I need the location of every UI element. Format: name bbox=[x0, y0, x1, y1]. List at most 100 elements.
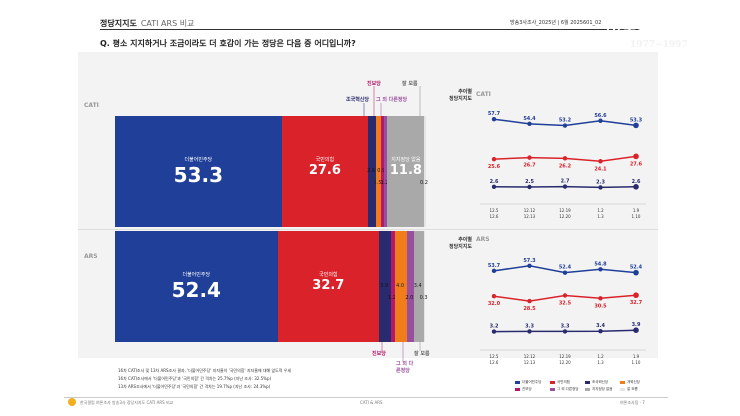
trend-ars-label-rebuilding: 3.4 bbox=[596, 323, 605, 329]
trend-cati-label-democratic: 56.6 bbox=[594, 113, 607, 119]
trend-cati-point-ppp bbox=[598, 159, 603, 164]
trend-ars-point-democratic bbox=[491, 268, 497, 274]
cati-seg-reform bbox=[376, 116, 381, 227]
note-1: 16차 CATI조사 및 13차 ARS조사 결과, '더불어민주당' 지지율이… bbox=[118, 368, 292, 373]
trend-ars-label-ppp: 32.5 bbox=[559, 301, 572, 307]
trend-ars-tick-label: 12.12 bbox=[524, 354, 536, 359]
ars-value-ppp: 32.7 bbox=[312, 277, 345, 293]
ars-seg-ppp: 국민의힘 32.7 bbox=[277, 231, 380, 342]
ars-value-reform: 4.0 bbox=[396, 282, 405, 289]
mode-label-ars: ARS bbox=[84, 253, 98, 260]
legend-swatch bbox=[550, 388, 555, 391]
trend-cati-label-democratic: 53.3 bbox=[630, 117, 643, 123]
trend-ars-point-ppp bbox=[598, 296, 603, 301]
trend-ars-label-democratic: 53.7 bbox=[488, 263, 501, 269]
trend-ars-point-democratic bbox=[562, 270, 568, 275]
legend-label: 개혁신당 bbox=[627, 380, 640, 384]
ars-name-democratic: 더불어민주당 bbox=[182, 271, 211, 278]
trend-cati-tick-label: 12.19 bbox=[559, 208, 571, 213]
note-3: 13차 ARS조사에서 '더불어민주당'과 '국민의힘' 간 격차는 19.7%… bbox=[118, 384, 271, 389]
mode-label-cati: CATI bbox=[84, 102, 99, 109]
trend-ars-point-ppp bbox=[562, 293, 568, 298]
trend-cati-tick-label: 12.20 bbox=[559, 214, 571, 219]
cati-value-democratic: 53.3 bbox=[173, 162, 224, 187]
trend-ars-tick-label: 12.5 bbox=[490, 354, 499, 359]
legend-label: 잘 모름 bbox=[627, 387, 638, 391]
legend-swatch bbox=[585, 388, 590, 391]
trend-cati-tick-label: 12.12 bbox=[524, 208, 536, 213]
legend-label: 더불어민주당 bbox=[522, 380, 542, 384]
trend-cati-point-democratic bbox=[633, 122, 639, 129]
trend-title-ars: 추이별 정당지지도 bbox=[448, 237, 472, 250]
ars-label-democratic: 더불어민주당 52.4 bbox=[115, 271, 278, 302]
cati-value-dontknow: 0.2 bbox=[419, 179, 428, 186]
trend-cati-point-democratic bbox=[562, 123, 568, 128]
trend-cati-label-rebuilding: 2.6 bbox=[632, 179, 641, 185]
trend-ars-point-rebuilding bbox=[527, 329, 532, 334]
ars-value-other: 2.0 bbox=[405, 294, 414, 301]
trend-ars-tick-label: 1.3 bbox=[597, 360, 604, 365]
trend-ars-point-rebuilding bbox=[562, 329, 568, 334]
trend-cati-tick-label: 1.3 bbox=[597, 214, 604, 219]
cati-value-ppp: 27.6 bbox=[308, 162, 341, 178]
trend-ars-tick-label: 1.2 bbox=[597, 354, 604, 359]
legend-swatch bbox=[620, 388, 625, 391]
ars-seg-other bbox=[407, 231, 414, 342]
trend-cati-tick-label: 12.5 bbox=[490, 208, 499, 213]
page-title: 정당지지도 CATI ARS 비교 bbox=[100, 19, 195, 28]
trend-ars-point-democratic bbox=[527, 263, 532, 268]
trend-ars-point-ppp bbox=[527, 298, 532, 304]
ars-seg-reform bbox=[394, 231, 408, 342]
survey-question: Q. 평소 지지하거나 조금이라도 더 호감이 가는 정당은 다음 중 어디입니… bbox=[100, 39, 356, 48]
survey-number: 방송3사조사_2025년 | 6월 2025601_02 bbox=[510, 20, 602, 26]
trend-cati-tick-label: 1.10 bbox=[632, 214, 641, 219]
cati-seg-progressive bbox=[380, 116, 384, 227]
trend-cati-tick-label: 1.2 bbox=[597, 208, 604, 213]
trend-ars-tick-label: 12.20 bbox=[559, 360, 571, 365]
trend-ars-point-ppp bbox=[491, 294, 497, 299]
header-divider bbox=[100, 29, 640, 30]
ars-value-democratic: 52.4 bbox=[171, 277, 221, 302]
cati-label-none: 지지정당 없음 11.8 bbox=[387, 156, 424, 178]
trend-cati-point-democratic bbox=[491, 117, 497, 122]
trend-ars-point-rebuilding bbox=[491, 329, 497, 334]
trend-cati-point-democratic bbox=[598, 118, 603, 123]
cati-stacked-bar: 더불어민주당 53.3 국민의힘 27.6 2.6 1.5 0.9 1.2 지지정당 없음 11.… bbox=[115, 116, 428, 227]
trend-ars-point-democratic bbox=[598, 267, 603, 272]
footer-divider bbox=[64, 397, 668, 398]
trend-ars-label-rebuilding: 3.9 bbox=[632, 322, 641, 328]
trend-ars-label-ppp: 28.5 bbox=[523, 306, 536, 312]
cati-seg-ppp: 국민의힘 27.6 bbox=[281, 116, 369, 227]
trend-ars-point-rebuilding bbox=[598, 329, 603, 334]
cati-label-democratic: 더불어민주당 53.3 bbox=[115, 156, 282, 187]
label-progressive-ars: 진보당 bbox=[372, 351, 386, 357]
trend-cati-point-ppp bbox=[633, 153, 639, 160]
trend-cati-label-democratic: 57.7 bbox=[488, 111, 501, 117]
legend-item-ppp: 국민의힘 bbox=[550, 380, 570, 385]
trend-cati-label-rebuilding: 2.5 bbox=[525, 179, 534, 185]
label-dontknow-cati: 잘 모름 bbox=[402, 81, 418, 87]
ars-seg-progressive bbox=[391, 231, 395, 342]
ars-value-progressive: 1.2 bbox=[388, 294, 396, 301]
cati-value-rebuilding: 2.6 bbox=[367, 167, 376, 174]
trend-cati-point-rebuilding bbox=[491, 184, 497, 189]
ars-seg-democratic: 더불어민주당 52.4 bbox=[115, 231, 278, 342]
trend-ars-label-ppp: 30.5 bbox=[594, 303, 607, 309]
trend-ars-label-ppp: 32.0 bbox=[488, 301, 501, 307]
legend-item-other: 그 외 다른정당 bbox=[550, 387, 579, 392]
cati-seg-other bbox=[383, 116, 388, 227]
trend-cati-label-rebuilding: 2.3 bbox=[596, 179, 605, 185]
ars-label-ppp: 국민의힘 32.7 bbox=[278, 271, 379, 293]
trend-cati-label-democratic: 54.4 bbox=[523, 116, 536, 122]
trend-legend: 더불어민주당 국민의힘 조국혁신당 개혁신당 진보당 그 외 다른정당 지지정당 없음 잘 모… bbox=[515, 380, 655, 394]
note-2: 16차 CATI조사에서 '더불어민주당'과 '국민의힘' 간 격차는 25.7… bbox=[118, 376, 272, 381]
trend-ars-tick-label: 12.19 bbox=[559, 354, 571, 359]
trend-cati-label-ppp: 25.6 bbox=[488, 164, 501, 170]
trend-ars-tick-label: 12.6 bbox=[490, 360, 499, 365]
ars-seg-none bbox=[413, 231, 425, 342]
legend-item-rebuilding: 조국혁신당 bbox=[585, 380, 608, 385]
legend-swatch bbox=[550, 381, 555, 384]
ars-seg-dontknow bbox=[424, 231, 426, 342]
trend-cati-point-democratic bbox=[527, 121, 532, 127]
trend-ars-tick-label: 1.10 bbox=[632, 360, 641, 365]
